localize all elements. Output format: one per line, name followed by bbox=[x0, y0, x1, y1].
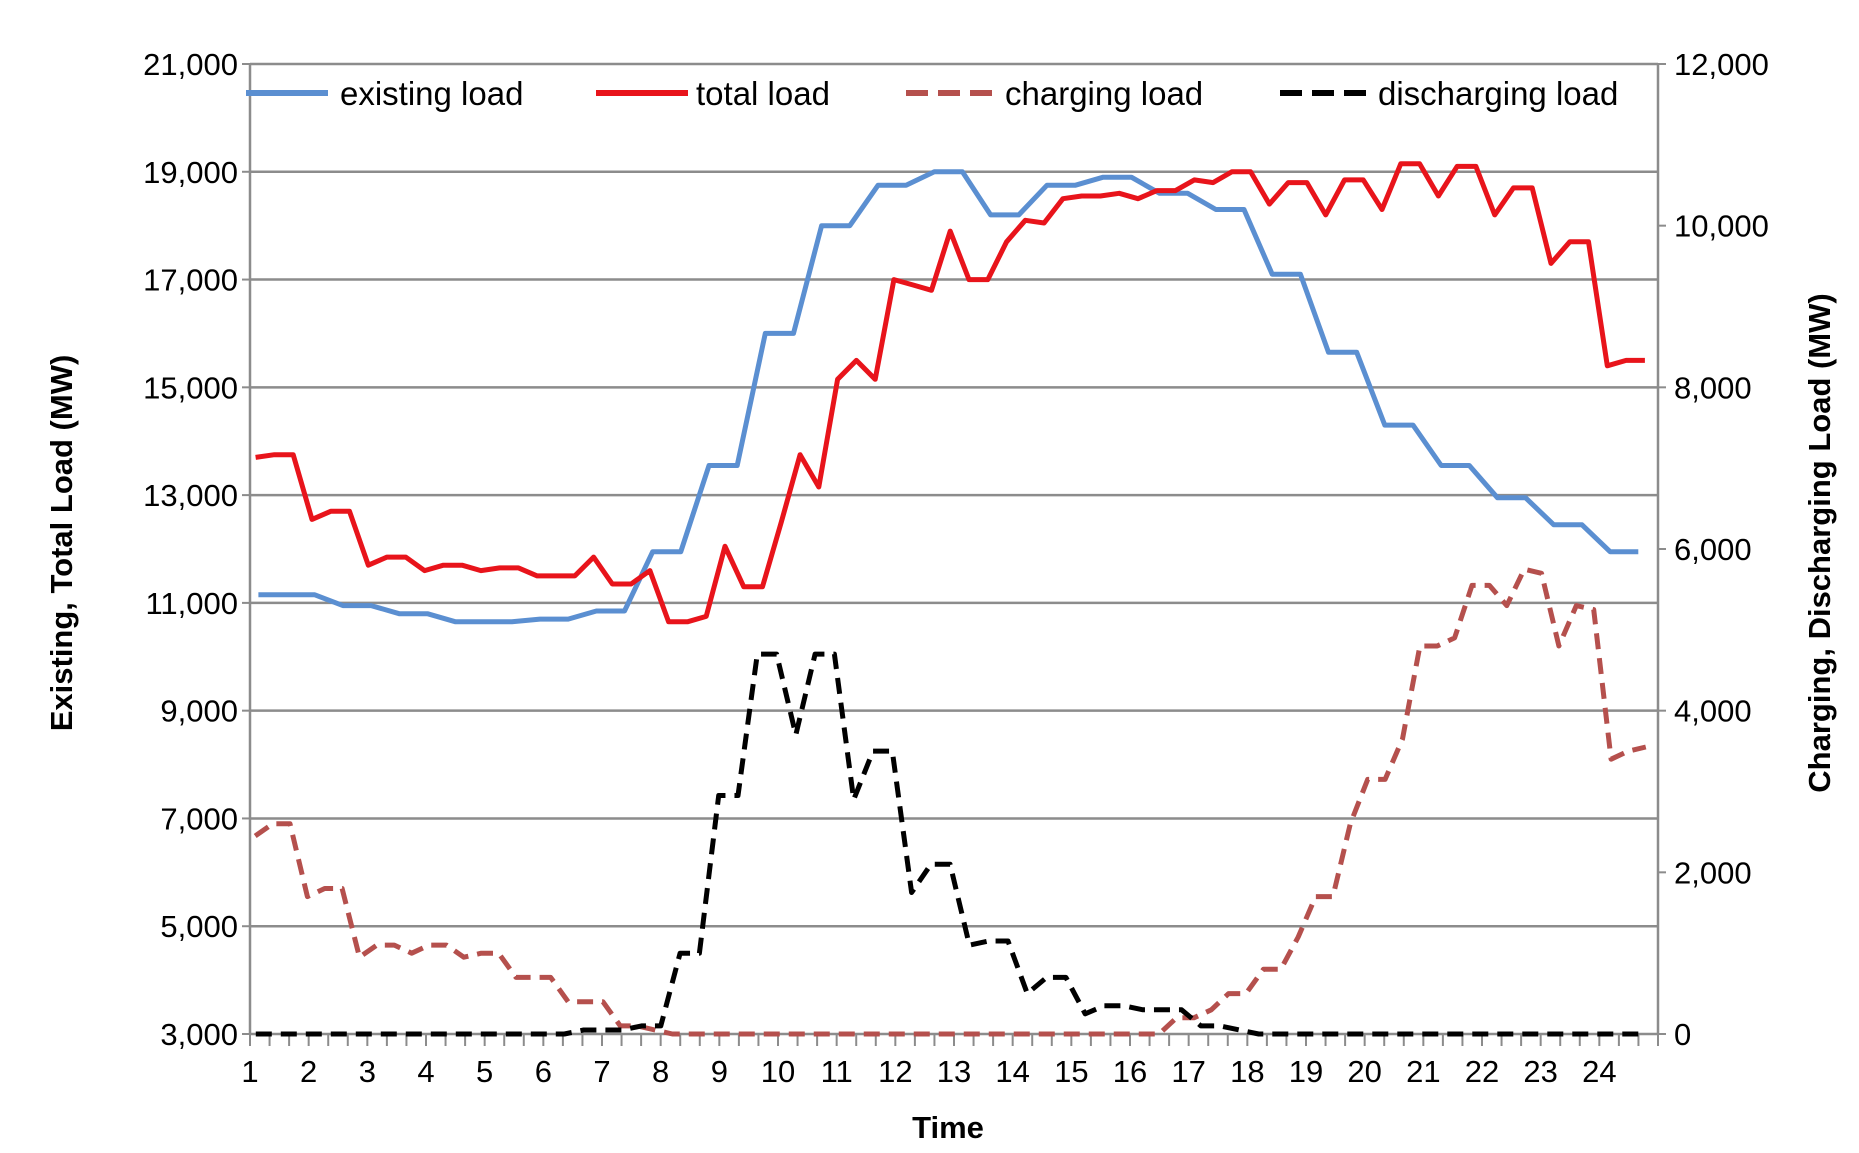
left-tick-label: 19,000 bbox=[143, 155, 238, 190]
x-tick-label: 13 bbox=[937, 1054, 971, 1089]
right-axis-ticks: 0 2,000 4,000 6,000 8,000 10,000 12,000 bbox=[1658, 47, 1769, 1052]
left-tick-label: 5,000 bbox=[160, 909, 238, 944]
left-tick-label: 15,000 bbox=[143, 370, 238, 405]
x-tick-label: 10 bbox=[761, 1054, 795, 1089]
x-tick-label: 11 bbox=[821, 1054, 853, 1089]
x-tick-label: 6 bbox=[535, 1054, 552, 1089]
x-tick-label: 2 bbox=[300, 1054, 317, 1089]
left-axis-title: Existing, Total Load (MW) bbox=[44, 355, 79, 732]
legend-item-total-load: total load bbox=[596, 75, 830, 112]
x-tick-label: 22 bbox=[1465, 1054, 1499, 1089]
legend-label: charging load bbox=[1005, 75, 1203, 112]
right-tick-label: 10,000 bbox=[1674, 209, 1769, 244]
x-tick-label: 24 bbox=[1582, 1054, 1616, 1089]
left-tick-label: 9,000 bbox=[160, 694, 238, 729]
x-tick-label: 20 bbox=[1347, 1054, 1381, 1089]
right-tick-label: 2,000 bbox=[1674, 855, 1752, 890]
x-tick-label: 16 bbox=[1113, 1054, 1147, 1089]
x-tick-label: 3 bbox=[359, 1054, 376, 1089]
left-axis-ticks: 3,000 5,000 7,000 9,000 11,000 13,000 15,000 17… bbox=[143, 47, 250, 1052]
right-tick-label: 0 bbox=[1674, 1017, 1691, 1052]
left-tick-label: 7,000 bbox=[160, 801, 238, 836]
series-layer bbox=[253, 161, 1647, 1037]
left-tick-label: 3,000 bbox=[160, 1017, 238, 1052]
left-tick-label: 21,000 bbox=[143, 47, 238, 82]
x-tick-label: 7 bbox=[593, 1054, 610, 1089]
x-tick-label: 15 bbox=[1054, 1054, 1088, 1089]
right-tick-label: 8,000 bbox=[1674, 370, 1752, 405]
x-tick-label: 21 bbox=[1406, 1054, 1440, 1089]
x-tick-label: 17 bbox=[1171, 1054, 1205, 1089]
left-tick-label: 17,000 bbox=[143, 263, 238, 298]
legend-item-existing-load: existing load bbox=[246, 75, 523, 112]
right-tick-label: 6,000 bbox=[1674, 532, 1752, 567]
legend: existing load total load charging load disc… bbox=[246, 75, 1618, 112]
right-tick-label: 12,000 bbox=[1674, 47, 1769, 82]
x-tick-label: 23 bbox=[1523, 1054, 1557, 1089]
legend-item-charging-load: charging load bbox=[906, 75, 1203, 112]
x-axis-title: Time bbox=[912, 1110, 984, 1145]
x-tick-label: 1 bbox=[241, 1054, 258, 1089]
gridlines bbox=[250, 62, 1658, 928]
left-tick-label: 13,000 bbox=[143, 478, 238, 513]
legend-label: total load bbox=[696, 75, 830, 112]
x-tick-label: 4 bbox=[417, 1054, 434, 1089]
x-tick-label: 18 bbox=[1230, 1054, 1264, 1089]
x-axis-ticks: 1 2 3 4 5 6 7 8 9 10 11 12 13 14 15 16 17 18 19 20 21 22 23 24 bbox=[241, 1034, 1659, 1089]
legend-label: discharging load bbox=[1378, 75, 1618, 112]
x-tick-label: 19 bbox=[1289, 1054, 1323, 1089]
right-tick-label: 4,000 bbox=[1674, 694, 1752, 729]
x-tick-label: 5 bbox=[476, 1054, 493, 1089]
legend-label: existing load bbox=[340, 75, 523, 112]
series-line-total-load bbox=[255, 161, 1645, 625]
series-line-charging-load bbox=[253, 566, 1647, 1037]
x-tick-label: 9 bbox=[711, 1054, 728, 1089]
left-tick-label: 11,000 bbox=[145, 586, 238, 621]
series-line-existing-load bbox=[258, 169, 1639, 625]
series-line-discharging-load bbox=[255, 651, 1645, 1037]
x-tick-label: 12 bbox=[878, 1054, 912, 1089]
x-tick-label: 8 bbox=[652, 1054, 669, 1089]
legend-item-discharging-load: discharging load bbox=[1280, 75, 1618, 112]
x-tick-label: 14 bbox=[995, 1054, 1029, 1089]
right-axis-title: Charging, Discharging Load (MW) bbox=[1802, 293, 1837, 792]
